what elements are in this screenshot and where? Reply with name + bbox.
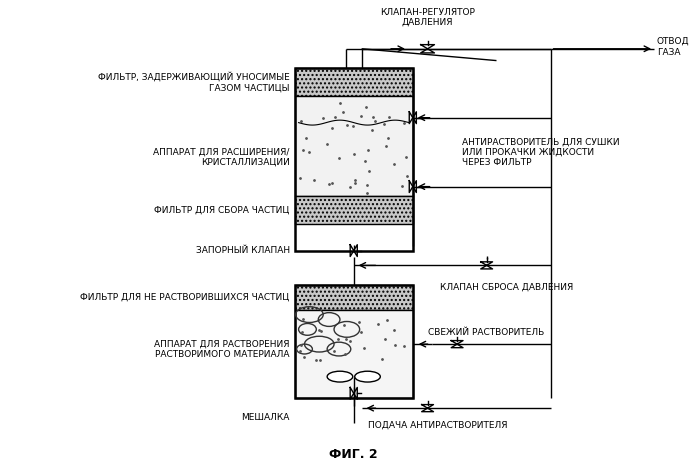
Ellipse shape (355, 371, 380, 382)
Bar (295, 285, 413, 398)
Bar (295, 68, 413, 96)
Text: КЛАПАН СБРОСА ДАВЛЕНИЯ: КЛАПАН СБРОСА ДАВЛЕНИЯ (440, 283, 573, 292)
Text: АППАРАТ ДЛЯ РАСТВОРЕНИЯ
РАСТВОРИМОГО МАТЕРИАЛА: АППАРАТ ДЛЯ РАСТВОРЕНИЯ РАСТВОРИМОГО МАТ… (154, 340, 290, 359)
Text: ЗАПОРНЫЙ КЛАПАН: ЗАПОРНЫЙ КЛАПАН (195, 246, 290, 255)
Text: ПОДАЧА АНТИРАСТВОРИТЕЛЯ: ПОДАЧА АНТИРАСТВОРИТЕЛЯ (368, 421, 508, 430)
Bar (295, 96, 413, 197)
Bar (295, 68, 413, 250)
Text: ФИГ. 2: ФИГ. 2 (330, 448, 378, 461)
Text: ФИЛЬТР ДЛЯ СБОРА ЧАСТИЦ: ФИЛЬТР ДЛЯ СБОРА ЧАСТИЦ (155, 206, 290, 215)
Text: ФИЛЬТР ДЛЯ НЕ РАСТВОРИВШИХСЯ ЧАСТИЦ: ФИЛЬТР ДЛЯ НЕ РАСТВОРИВШИХСЯ ЧАСТИЦ (80, 292, 290, 302)
Bar (295, 285, 413, 310)
Text: СВЕЖИЙ РАСТВОРИТЕЛЬ: СВЕЖИЙ РАСТВОРИТЕЛЬ (428, 328, 544, 337)
Text: АППАРАТ ДЛЯ РАСШИРЕНИЯ/
КРИСТАЛЛИЗАЦИИ: АППАРАТ ДЛЯ РАСШИРЕНИЯ/ КРИСТАЛЛИЗАЦИИ (153, 147, 290, 167)
Text: МЕШАЛКА: МЕШАЛКА (241, 414, 290, 423)
Bar (295, 310, 413, 398)
Text: ФИЛЬТР, ЗАДЕРЖИВАЮЩИЙ УНОСИМЫЕ
ГАЗОМ ЧАСТИЦЫ: ФИЛЬТР, ЗАДЕРЖИВАЮЩИЙ УНОСИМЫЕ ГАЗОМ ЧАС… (98, 72, 290, 92)
Text: КЛАПАН-РЕГУЛЯТОР
ДАВЛЕНИЯ: КЛАПАН-РЕГУЛЯТОР ДАВЛЕНИЯ (380, 8, 475, 27)
Ellipse shape (327, 371, 353, 382)
Text: ОТВОД
ГАЗА: ОТВОД ГАЗА (657, 37, 690, 56)
Text: АНТИРАСТВОРИТЕЛЬ ДЛЯ СУШКИ
ИЛИ ПРОКАЧКИ ЖИДКОСТИ
ЧЕРЕЗ ФИЛЬТР: АНТИРАСТВОРИТЕЛЬ ДЛЯ СУШКИ ИЛИ ПРОКАЧКИ … (462, 137, 620, 167)
Bar (295, 197, 413, 224)
